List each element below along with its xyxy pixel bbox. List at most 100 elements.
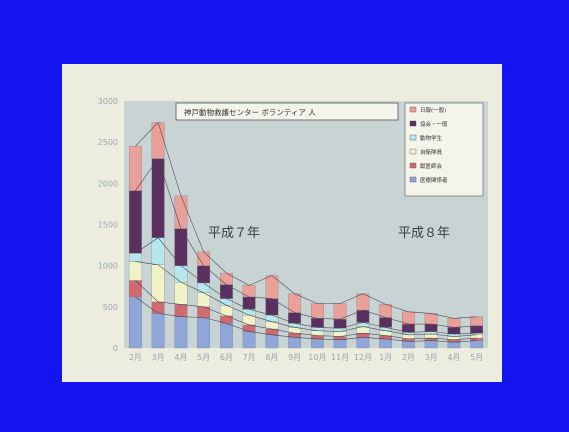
bar-segment bbox=[379, 338, 393, 349]
bar-segment bbox=[310, 318, 324, 328]
bar-segment bbox=[197, 317, 211, 349]
y-tick-label: 0 bbox=[113, 344, 118, 353]
x-tick-label: 5月 bbox=[197, 353, 210, 362]
bar-segment bbox=[128, 146, 142, 191]
bar-segment bbox=[128, 280, 142, 298]
bar-segment bbox=[310, 338, 324, 349]
y-tick-label: 500 bbox=[103, 303, 118, 312]
bar-segment bbox=[424, 323, 438, 332]
legend-swatch bbox=[409, 120, 417, 127]
annotation-heisei-8: 平成８年 bbox=[398, 226, 450, 241]
x-tick-label: 11月 bbox=[331, 353, 349, 362]
bar-segment bbox=[310, 303, 324, 319]
bar-segment bbox=[356, 293, 370, 311]
x-tick-label: 3月 bbox=[425, 353, 438, 362]
legend-swatch bbox=[409, 106, 417, 113]
legend-label: 日報(一般) bbox=[420, 106, 446, 114]
chart-title-box bbox=[175, 102, 399, 121]
y-tick-label: 1500 bbox=[98, 221, 118, 230]
bar-segment bbox=[219, 298, 233, 306]
legend-swatch bbox=[409, 162, 417, 169]
x-tick-label: 4月 bbox=[447, 353, 460, 362]
bar-segment bbox=[174, 316, 188, 349]
bar-segment bbox=[128, 296, 142, 349]
bar-segment bbox=[151, 264, 165, 303]
y-axis-ticks: 0 500 1000 1500 2000 2500 3000 bbox=[98, 97, 118, 353]
bar-segment bbox=[128, 253, 142, 262]
legend-box bbox=[404, 102, 484, 197]
bar-segment bbox=[197, 265, 211, 284]
bar-segment bbox=[151, 313, 165, 349]
bar-segment bbox=[424, 313, 438, 325]
legend-swatch bbox=[409, 148, 417, 155]
bar-segment bbox=[356, 337, 370, 349]
bar-segment bbox=[470, 325, 484, 334]
y-tick-label: 3000 bbox=[98, 97, 118, 106]
series-line bbox=[135, 157, 477, 328]
bar-segment bbox=[288, 337, 302, 349]
bar-segment bbox=[197, 282, 211, 293]
bar-segment bbox=[447, 327, 461, 335]
legend-label: 医療関係者 bbox=[420, 176, 448, 184]
bar-segment bbox=[151, 122, 165, 159]
bar-segment bbox=[265, 334, 279, 349]
x-tick-label: 3月 bbox=[152, 353, 165, 362]
series-line bbox=[135, 261, 477, 337]
bars bbox=[128, 122, 484, 349]
bar-segment bbox=[174, 265, 188, 283]
bar-segment bbox=[470, 316, 484, 326]
series-lines bbox=[135, 121, 477, 343]
legend-label: 動物学生 bbox=[420, 134, 443, 142]
series-line bbox=[135, 296, 477, 343]
bar-segment bbox=[379, 304, 393, 318]
bar-segment bbox=[174, 281, 188, 305]
legend-label: 協会・一般 bbox=[420, 120, 448, 128]
x-tick-label: 5月 bbox=[470, 353, 483, 362]
x-tick-label: 7月 bbox=[243, 353, 256, 362]
x-tick-label: 4月 bbox=[174, 353, 187, 362]
bar-segment bbox=[242, 285, 256, 298]
x-tick-label: 8月 bbox=[265, 353, 278, 362]
bar-segment bbox=[128, 190, 142, 254]
bar-segment bbox=[356, 322, 370, 327]
bar-segment bbox=[151, 237, 165, 265]
bar-segment bbox=[151, 301, 165, 314]
bar-segment bbox=[174, 195, 188, 229]
bar-segment bbox=[333, 328, 347, 332]
bar-segment bbox=[151, 158, 165, 238]
bar-segment bbox=[424, 340, 438, 349]
bar-segment bbox=[470, 340, 484, 349]
bar-segment bbox=[219, 272, 233, 285]
series-line bbox=[135, 237, 477, 335]
bar-segment bbox=[128, 261, 142, 281]
bar-segment bbox=[333, 303, 347, 320]
bar-segment bbox=[174, 304, 188, 317]
bar-segment bbox=[333, 339, 347, 349]
legend-swatch bbox=[409, 134, 417, 141]
x-tick-label: 2月 bbox=[129, 353, 142, 362]
bar-segment bbox=[447, 342, 461, 349]
x-tick-label: 9月 bbox=[288, 353, 301, 362]
bar-segment bbox=[401, 323, 415, 333]
x-axis-ticks: 2月 3月 4月 5月 6月 7月 8月 9月 10月 11月 12月 1月 2月 3月 4月 5月 bbox=[129, 353, 483, 362]
x-tick-label: 2月 bbox=[402, 353, 415, 362]
series-line bbox=[135, 121, 477, 319]
bar-segment bbox=[401, 341, 415, 349]
x-tick-label: 12月 bbox=[354, 353, 372, 362]
bar-segment bbox=[219, 323, 233, 349]
chart-title: 神戸動物救護センター ボランティア 人 bbox=[184, 107, 316, 117]
legend-swatch bbox=[409, 176, 417, 183]
legend-label: 自衛隊員 bbox=[420, 148, 443, 156]
bar-segment bbox=[242, 331, 256, 349]
y-tick-label: 2500 bbox=[98, 138, 118, 147]
y-tick-label: 1000 bbox=[98, 262, 118, 271]
annotation-heisei-7: 平成７年 bbox=[208, 226, 260, 241]
x-tick-label: 10月 bbox=[308, 353, 326, 362]
legend-label: 獣医師会 bbox=[420, 162, 443, 170]
bar-segment bbox=[401, 311, 415, 325]
x-tick-label: 1月 bbox=[379, 353, 392, 362]
bar-segment bbox=[447, 318, 461, 328]
